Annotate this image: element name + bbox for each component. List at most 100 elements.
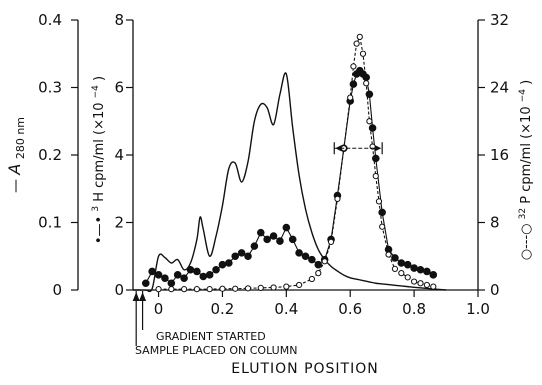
h3-point	[244, 252, 252, 261]
p32-label-close: )	[519, 80, 534, 85]
h3-point	[416, 265, 425, 274]
a280-label-prefix: —	[8, 179, 24, 193]
p32-label-main: P cpm/ml (×10	[519, 106, 534, 203]
p32-tick-label: 24	[490, 79, 509, 97]
p32-point	[411, 278, 418, 285]
p32-point	[257, 284, 264, 291]
h3-point	[225, 259, 233, 267]
h3-point	[256, 228, 265, 237]
a280-tick-label: 0.4	[38, 11, 62, 29]
h3-label-prefix: •—•	[92, 216, 107, 244]
marker-layer	[132, 291, 147, 346]
x-tick-label: 0.8	[402, 300, 426, 318]
p32-point	[308, 275, 315, 283]
h3-point	[193, 267, 201, 276]
p32-label-exp: −4	[518, 89, 528, 103]
h3-point	[282, 223, 291, 232]
p32-tick-label: 16	[490, 146, 509, 164]
p32-point	[334, 195, 341, 202]
h3-tick-label: 8	[114, 11, 124, 29]
h3-point	[180, 274, 188, 282]
h3-point	[276, 237, 284, 245]
h3-point	[237, 249, 246, 257]
p32-point	[315, 270, 322, 277]
p32-point	[417, 280, 424, 287]
p32-point	[168, 286, 175, 293]
h3-tick-label: 2	[114, 214, 124, 232]
h3-point	[250, 242, 259, 250]
p32-point	[219, 285, 226, 292]
p32-point	[283, 283, 290, 290]
h3-point	[308, 255, 316, 264]
x-tick-label: 0.6	[338, 300, 362, 318]
h3-point	[205, 271, 214, 279]
p32-label-prefix: ○---○	[519, 223, 534, 260]
svg-text:•—• 3 H cpm/ml (×1: •—• 3 H cpm/ml (×10 −4 )	[87, 76, 107, 244]
p32-point	[379, 223, 386, 230]
a280-axis-title: — A 280 nm	[5, 117, 27, 193]
p32-point	[155, 286, 162, 293]
h3-axis-title: •—• 3 H cpm/ml (×10 −4 )	[87, 76, 107, 244]
p32-tick-label: 8	[490, 214, 500, 232]
h3-point	[199, 272, 208, 281]
h3-label-main: H cpm/ml (×10	[92, 103, 107, 202]
h3-label-sup: 3	[91, 206, 101, 212]
p32-point	[366, 118, 373, 125]
a280-label-sub: 280 nm	[14, 117, 27, 159]
p32-point	[193, 286, 200, 293]
p32-point	[347, 94, 354, 101]
h3-point	[141, 279, 150, 288]
h3-point	[167, 279, 176, 288]
series-layer	[133, 33, 447, 293]
h3-label-exp: −4	[91, 85, 101, 99]
gradient-arrow-head	[139, 292, 147, 301]
h3-point	[301, 252, 310, 261]
h3-point	[263, 235, 271, 244]
p32-tick-label: 32	[490, 11, 509, 29]
a280-tick-label: 0.1	[38, 214, 62, 232]
p32-point	[372, 172, 379, 180]
p32-point	[359, 50, 367, 57]
h3-label-close: )	[92, 76, 107, 81]
h3-point	[349, 80, 358, 88]
a280-label-main: A	[5, 164, 24, 176]
h3-tick-label: 6	[114, 79, 124, 97]
p32-point	[181, 286, 188, 293]
p32-point	[350, 63, 357, 70]
bracket-left-arrow	[335, 145, 342, 152]
p32-point	[232, 285, 239, 292]
p32-point	[270, 284, 277, 291]
ticks-layer: 0 0.2 0.4 0.6 0.8 1.000.10.20.30.402468081624…	[38, 11, 509, 318]
h3-point	[362, 73, 370, 82]
h3-point	[269, 232, 278, 240]
h3-point	[218, 260, 227, 269]
p32-point	[321, 258, 328, 265]
h3-point	[314, 260, 323, 269]
p32-point	[363, 80, 370, 87]
p32-point	[356, 33, 363, 40]
h3-tick-label: 0	[114, 281, 124, 299]
x-tick-label: 0.2	[211, 300, 235, 318]
h3-point	[154, 271, 163, 279]
h3-point	[212, 265, 220, 274]
h3-point	[231, 252, 240, 261]
p32-point	[296, 281, 303, 289]
series-a280-line	[133, 72, 447, 293]
x-tick-label: 0.4	[274, 300, 298, 318]
p32-point	[430, 283, 437, 290]
h3-point	[423, 267, 431, 276]
p32-point	[398, 270, 405, 277]
annotation-gradient-started: GRADIENT STARTED	[156, 330, 266, 343]
h3-point	[378, 208, 386, 217]
h3-point	[186, 265, 195, 274]
h3-point	[295, 249, 303, 257]
bracket-right-arrow	[375, 145, 382, 152]
h3-point	[403, 260, 412, 269]
h3-tick-label: 4	[114, 146, 124, 164]
h3-point	[391, 254, 399, 262]
annotation-sample-placed: SAMPLE PLACED ON COLUMN	[135, 344, 297, 357]
p32-point	[423, 281, 430, 289]
p32-tick-label: 0	[490, 281, 500, 299]
x-axis-title: ELUTION POSITION	[231, 361, 378, 377]
